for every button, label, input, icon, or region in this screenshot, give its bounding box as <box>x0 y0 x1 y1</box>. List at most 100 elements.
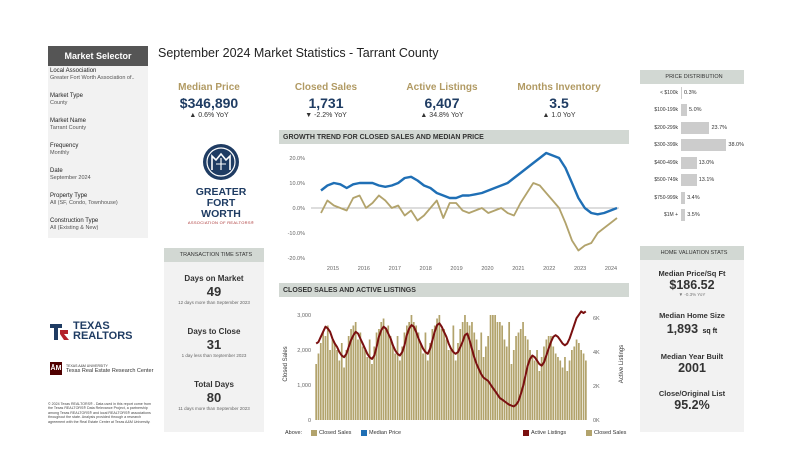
price-dist-row[interactable]: $1M + 3.5% <box>640 207 744 225</box>
closed-sales-bar <box>538 371 541 420</box>
closed-sales-bar <box>471 322 473 420</box>
hv-value: 2001 <box>678 361 706 375</box>
y-right-tick-label: 2K <box>593 384 600 390</box>
price-distribution-header: PRICE DISTRIBUTION <box>640 70 744 84</box>
closed-sales-bar <box>482 357 485 420</box>
selector-frequency[interactable]: Frequency Monthly <box>48 141 148 166</box>
closed-sales-bar <box>454 360 457 420</box>
selector-value: Monthly <box>50 150 70 156</box>
closed-sales-bar <box>431 329 434 420</box>
legend-label: Closed Sales <box>319 430 352 436</box>
price-dist-label: < $100k <box>660 89 678 96</box>
kpi-median-price: Median Price $346,890 ▲ 0.6% YoY <box>159 82 259 119</box>
selector-value: Tarrant County <box>50 125 87 131</box>
selector-key: Local Association <box>50 68 97 74</box>
closed-sales-bar <box>408 322 411 420</box>
selector-key: Construction Type <box>50 218 99 224</box>
price-dist-value: 0.3% <box>684 89 697 96</box>
kpi-yoy: ▼ -2.2% YoY <box>305 112 347 119</box>
closed-sales-bar <box>547 336 550 420</box>
footnote: © 2024 Texas REALTORS® - Data used in th… <box>48 402 151 424</box>
price-dist-label: $200-299k <box>654 124 678 131</box>
x-tick-label: 2018 <box>420 266 432 272</box>
closed-sales-bar <box>424 332 427 420</box>
price-dist-row[interactable]: $100-199k 5.0% <box>640 102 744 120</box>
price-dist-row[interactable]: $300-399k 38.0% <box>640 137 744 155</box>
price-dist-bar <box>681 209 686 222</box>
price-dist-row[interactable]: $400-499k 13.0% <box>640 154 744 172</box>
selector-market-name[interactable]: Market Name Tarrant County <box>48 116 148 141</box>
closed-sales-bar <box>533 360 536 420</box>
closed-sales-bar <box>443 329 445 420</box>
y-left-tick-label: 1,000 <box>297 383 311 389</box>
texas-realtors-logo: TEXAS REALTORS <box>50 321 150 342</box>
legend-closed-sales[interactable]: Closed Sales <box>311 430 351 436</box>
price-dist-value: 38.0% <box>728 142 744 149</box>
texas-realtors-mark-icon <box>50 323 69 340</box>
closed-sales-bar <box>550 336 552 420</box>
selector-construction-type[interactable]: Construction Type All (Existing & New) <box>48 216 148 241</box>
x-tick-label: 2017 <box>389 266 401 272</box>
closed-sales-bar <box>329 350 331 420</box>
hv-label: Close/Original List <box>658 389 726 398</box>
selector-property-type[interactable]: Property Type All (SF, Condo, Townhouse) <box>48 191 148 216</box>
legend-closed-sales-2[interactable]: Closed Sales <box>586 430 626 436</box>
closed-sales-bar <box>322 332 325 420</box>
closed-sales-bar <box>573 346 576 420</box>
closed-sales-bar <box>468 325 471 420</box>
price-dist-label: $1M + <box>663 212 678 219</box>
price-dist-value: 23.7% <box>711 124 728 131</box>
selector-key: Market Name <box>50 118 87 124</box>
closed-sales-active-listings-chart: 3,000 2,000 1,000 0 6K 4K 2K 0K Closed Sales Acti… <box>283 310 625 424</box>
price-dist-row[interactable]: $500-749k 13.1% <box>640 172 744 190</box>
closed-sales-bar <box>387 325 390 420</box>
price-dist-row[interactable]: $750-999k 3.4% <box>640 189 744 207</box>
closed-sales-bar <box>401 346 404 420</box>
closed-sales-bar <box>403 332 406 420</box>
closed-sales-bar <box>412 322 415 420</box>
closed-sales-bar <box>347 336 350 420</box>
x-tick-label: 2023 <box>574 266 586 272</box>
closed-sales-bar <box>540 357 543 420</box>
selector-value: September 2024 <box>50 175 91 181</box>
hv-year-built: Median Year Built 2001 <box>640 338 744 375</box>
closed-sales-bar <box>508 322 511 420</box>
closed-sales-bar <box>552 346 555 420</box>
x-tick-label: 2024 <box>605 266 617 272</box>
y-right-tick-label: 0K <box>593 418 600 424</box>
selector-local-association[interactable]: Local Association Greater Fort Worth Asso… <box>48 66 148 91</box>
kpi-yoy: ▲ 1.0 YoY <box>542 112 576 119</box>
closed-sales-bar <box>564 357 566 420</box>
closed-sales-bar <box>324 336 327 420</box>
market-selector-panel: Local Association Greater Fort Worth Asso… <box>48 66 148 238</box>
closed-sales-bar <box>399 360 401 420</box>
gfwar-emblem-icon <box>203 144 239 180</box>
x-tick-label: 2015 <box>327 266 339 272</box>
tt-label: Days on Market <box>184 274 244 283</box>
closed-sales-bar <box>485 346 487 420</box>
closed-sales-bar <box>359 332 362 420</box>
closed-sales-bar <box>475 339 478 420</box>
closed-sales-bar <box>361 346 364 420</box>
hv-value: 1,893 <box>666 322 699 336</box>
closed-sales-bar <box>406 325 408 420</box>
price-dist-row[interactable]: < $100k 0.3% <box>640 84 744 102</box>
market-selector-header: Market Selector <box>48 46 148 66</box>
price-dist-row[interactable]: $200-299k 23.7% <box>640 119 744 137</box>
legend-median-price[interactable]: Median Price <box>361 430 401 436</box>
selector-date[interactable]: Date September 2024 <box>48 166 148 191</box>
tt-value: 80 <box>206 390 222 405</box>
price-dist-bar <box>681 156 697 169</box>
closed-sales-bar <box>473 332 476 420</box>
selector-market-type[interactable]: Market Type County <box>48 91 148 116</box>
growth-chart-header: GROWTH TREND FOR CLOSED SALES AND MEDIAN… <box>279 130 629 144</box>
closed-sales-bar <box>368 339 371 420</box>
am-center-name: Texas Real Estate Research Center <box>66 367 154 374</box>
closed-sales-bar <box>352 325 355 420</box>
y-right-tick-label: 4K <box>593 350 600 356</box>
legend-above-label: Above: <box>285 430 303 436</box>
hv-value: 95.2% <box>674 398 710 412</box>
legend-active-listings[interactable]: Active Listings <box>523 430 566 436</box>
hv-unit: sq ft <box>702 328 718 335</box>
y-tick-label: 10.0% <box>289 181 305 187</box>
